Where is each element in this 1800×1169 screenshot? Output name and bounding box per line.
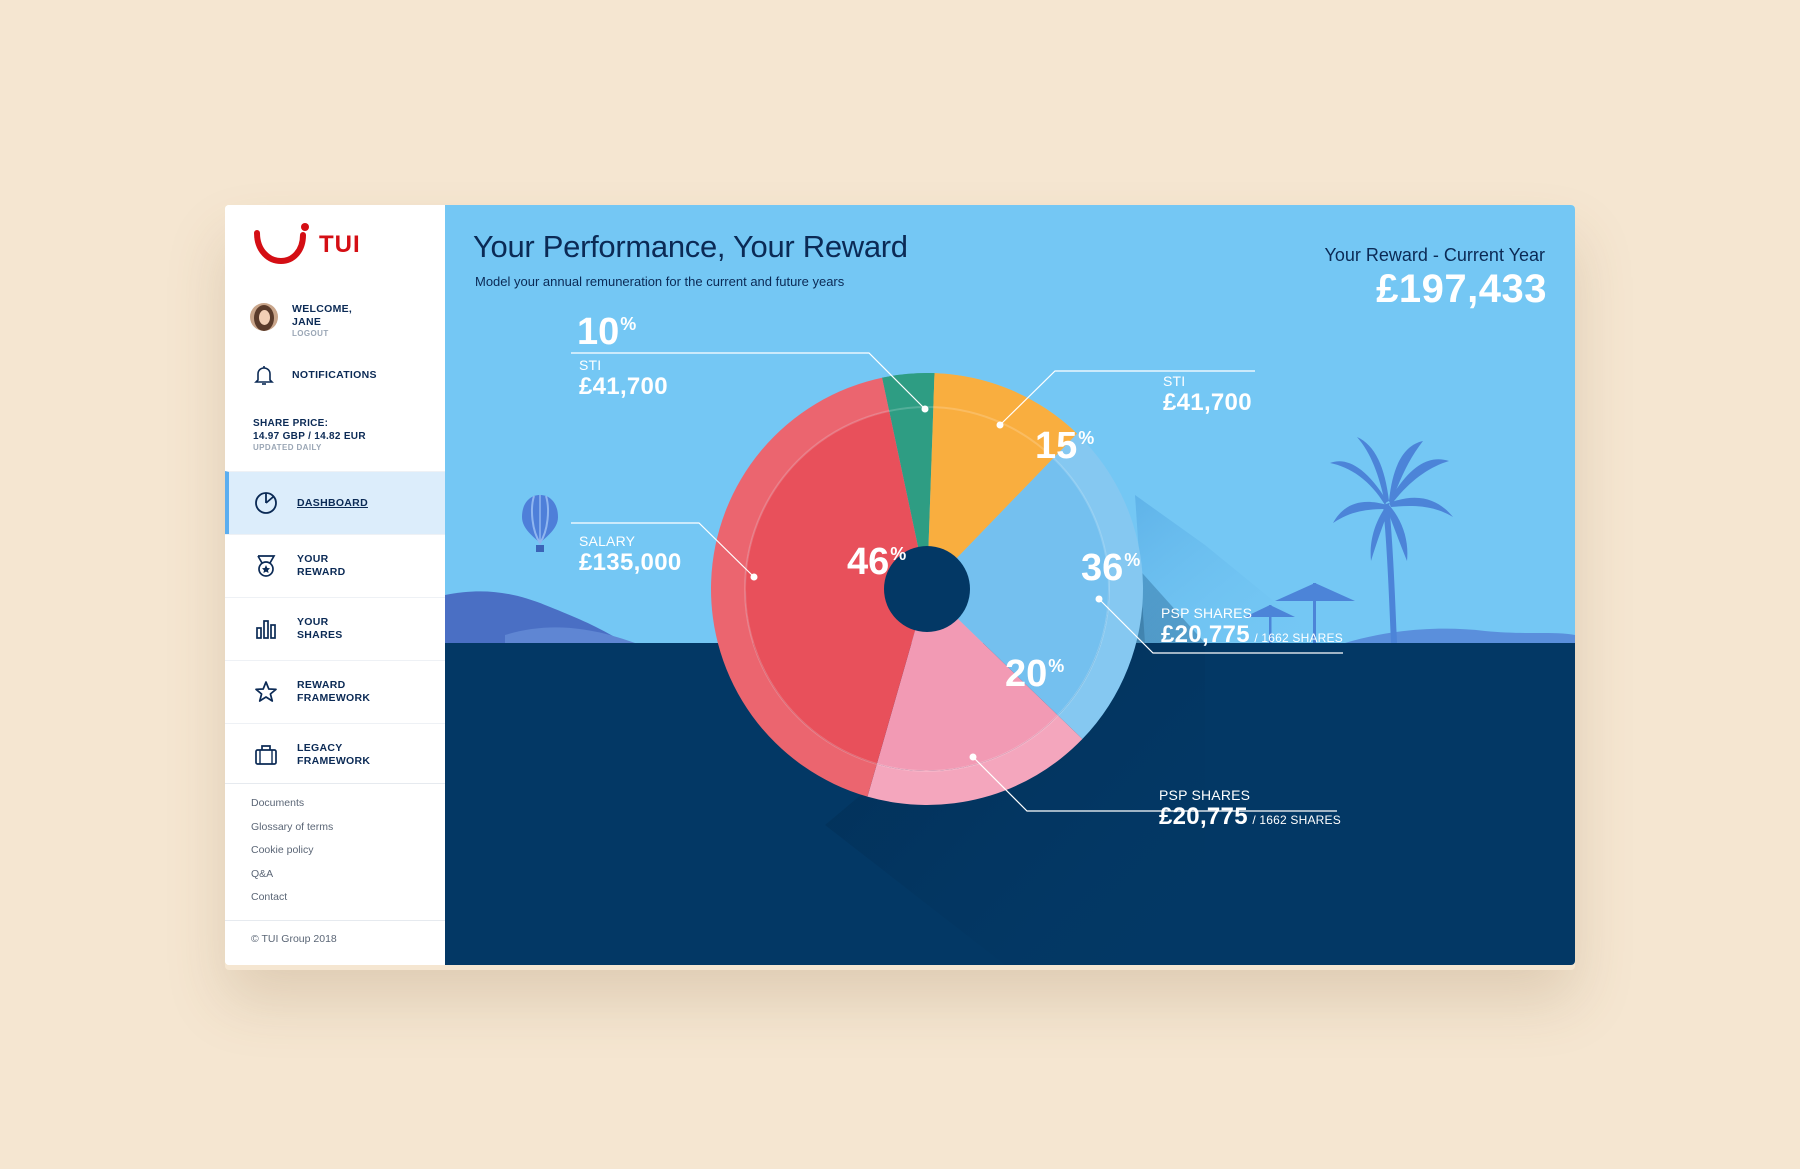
sti-left-value: £41,700 — [579, 373, 668, 400]
psp-upper-leader-dot — [1095, 595, 1103, 603]
nav-reward-line1: YOUR — [297, 553, 329, 565]
psp-upper-callout: PSP SHARES £20,775 / 1662 SHARES — [1161, 605, 1343, 649]
salary-value: £135,000 — [579, 549, 682, 576]
pie-chart-icon — [255, 492, 277, 514]
medal-icon — [257, 555, 276, 577]
notifications-item[interactable]: NOTIFICATIONS — [252, 363, 377, 387]
share-price: SHARE PRICE: 14.97 GBP / 14.82 EUR UPDAT… — [253, 417, 366, 452]
sidebar: TUI WELCOME, JANE LOGOUT NOTIFICATIONS S… — [225, 205, 446, 965]
sti-left-callout: STI £41,700 — [579, 357, 668, 401]
salary-callout: SALARY £135,000 — [579, 533, 682, 577]
reward-total: £197,433 — [1376, 267, 1547, 311]
copyright-footer: © TUI Group 2018 — [225, 920, 445, 945]
nav-shares-line2: SHARES — [297, 629, 343, 641]
hill-right — [1345, 628, 1575, 643]
dashboard-main: Your Performance, Your Reward Model your… — [445, 205, 1575, 965]
nav-legacy-line1: LEGACY — [297, 742, 343, 754]
psp-lower-shares: / 1662 SHARES — [1252, 813, 1341, 827]
brand-name: TUI — [319, 231, 361, 258]
sti-right-callout: STI £41,700 — [1163, 373, 1252, 417]
share-price-value: 14.97 GBP / 14.82 EUR — [253, 431, 366, 442]
share-price-note: UPDATED DAILY — [253, 443, 322, 452]
sti-yellow-percent: 15% — [1035, 425, 1095, 467]
psp-lower-value: £20,775 — [1159, 803, 1248, 830]
sti-right-leader-dot — [996, 421, 1004, 429]
cookie-policy-link[interactable]: Cookie policy — [251, 844, 314, 856]
psp-blue-slice[interactable] — [927, 458, 1109, 716]
user-block: WELCOME, JANE LOGOUT — [250, 303, 352, 338]
psp-upper-shares: / 1662 SHARES — [1254, 631, 1343, 645]
nav-reward-framework[interactable]: REWARD FRAMEWORK — [225, 660, 445, 723]
salary-ring[interactable] — [711, 377, 890, 797]
page-subtitle: Model your annual remuneration for the c… — [475, 274, 845, 289]
star-icon — [255, 681, 277, 702]
psp-upper-value: £20,775 — [1161, 621, 1250, 648]
briefcase-icon — [255, 745, 277, 765]
nav-your-shares[interactable]: YOUR SHARES — [225, 597, 445, 660]
avatar[interactable] — [250, 303, 278, 331]
salary-slice[interactable] — [745, 410, 927, 764]
bell-icon — [254, 366, 274, 385]
nav-dashboard[interactable]: DASHBOARD — [225, 471, 445, 534]
nav-reward-line2: REWARD — [297, 566, 346, 578]
documents-link[interactable]: Documents — [251, 797, 305, 809]
psp-pink-slice[interactable] — [876, 589, 1058, 771]
nav-legacy-framework[interactable]: LEGACY FRAMEWORK — [225, 723, 445, 786]
welcome-text: WELCOME, — [292, 303, 353, 315]
psp-lower-caption: PSP SHARES — [1159, 787, 1251, 803]
salary-leader-dot — [750, 573, 758, 581]
palm-tree-icon — [1330, 437, 1453, 643]
umbrella-icon — [1245, 583, 1355, 643]
nav-legacy-line2: FRAMEWORK — [297, 755, 371, 767]
psp-upper-leader — [1098, 598, 1343, 654]
sti-right-leader — [999, 370, 1255, 426]
nav-reward-framework-line2: FRAMEWORK — [297, 692, 371, 704]
reward-pie-chart[interactable] — [445, 205, 1575, 965]
copyright-text: © TUI Group 2018 — [251, 933, 337, 945]
sidebar-nav: DASHBOARD YOUR REWARD — [225, 471, 445, 786]
sti-left-leader-dot — [921, 405, 929, 413]
sti-right-caption: STI — [1163, 373, 1186, 389]
nav-dashboard-label: DASHBOARD — [297, 496, 368, 509]
salary-leader — [571, 522, 755, 578]
hill-left-2 — [505, 627, 635, 643]
footer-links: Documents Glossary of terms Cookie polic… — [225, 783, 445, 910]
psp-blue-ring[interactable] — [1053, 433, 1143, 740]
balloon-icon — [522, 495, 558, 552]
share-price-label: SHARE PRICE: — [253, 418, 329, 429]
page-title: Your Performance, Your Reward — [473, 229, 908, 264]
chart-center-hole — [884, 546, 970, 632]
salary-percent: 46% — [847, 541, 907, 583]
notifications-label: NOTIFICATIONS — [292, 368, 377, 381]
chart-shadow-sky — [1135, 495, 1325, 643]
salary-caption: SALARY — [579, 533, 636, 549]
app-window: TUI WELCOME, JANE LOGOUT NOTIFICATIONS S… — [225, 205, 1575, 965]
tui-logo[interactable]: TUI — [253, 223, 361, 267]
nav-your-reward[interactable]: YOUR REWARD — [225, 534, 445, 597]
sti-yellow-slice[interactable] — [927, 373, 1078, 589]
psp-lower-callout: PSP SHARES £20,775 / 1662 SHARES — [1159, 787, 1341, 831]
sti-percent-label: 10% — [577, 311, 637, 353]
reward-label: Your Reward - Current Year — [1324, 245, 1545, 265]
psp-pink-percent: 20% — [1005, 653, 1065, 695]
psp-pink-ring[interactable] — [867, 715, 1083, 805]
nav-shares-line1: YOUR — [297, 616, 329, 628]
psp-lower-leader-dot — [969, 753, 977, 761]
sti-green-slice[interactable] — [882, 373, 935, 589]
psp-lower-leader — [972, 756, 1337, 812]
psp-blue-percent: 36% — [1081, 547, 1141, 589]
qa-link[interactable]: Q&A — [251, 867, 274, 880]
logout-link[interactable]: LOGOUT — [292, 329, 329, 338]
user-name: JANE — [292, 316, 322, 328]
glossary-link[interactable]: Glossary of terms — [251, 820, 334, 833]
sti-left-caption: STI — [579, 357, 602, 373]
bar-chart-icon — [256, 620, 276, 639]
tui-smile-icon — [254, 223, 309, 265]
sti-left-leader — [571, 352, 926, 410]
psp-upper-caption: PSP SHARES — [1161, 605, 1253, 621]
sti-right-value: £41,700 — [1163, 389, 1252, 416]
contact-link[interactable]: Contact — [251, 891, 288, 903]
nav-reward-framework-line1: REWARD — [297, 679, 346, 691]
